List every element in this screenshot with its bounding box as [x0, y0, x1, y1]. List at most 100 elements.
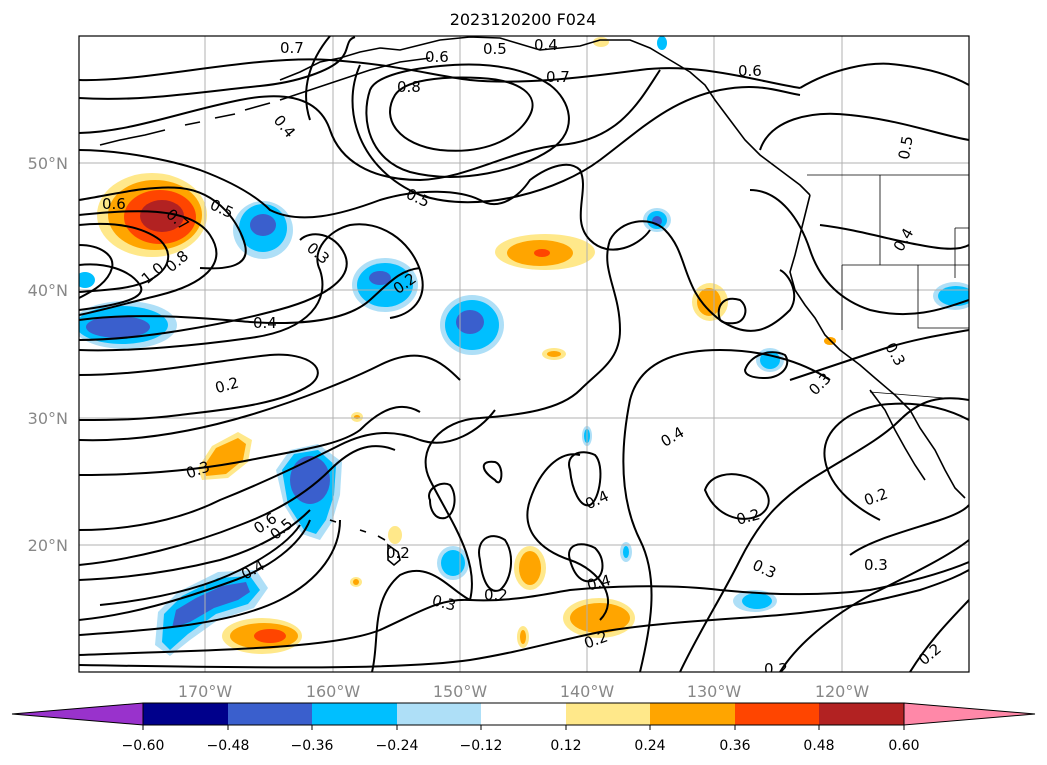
colorbar-tick-label: 0.24: [634, 738, 665, 754]
contour-label: 0.2: [386, 544, 410, 562]
map-panel: 0.7 0.5 0.4 0.6 0.8 0.7 0.6 0.5 0.4 0.6 …: [78, 35, 970, 673]
colorbar-tick-label: −0.36: [291, 738, 334, 754]
contour-label: 0.2: [734, 505, 762, 529]
contour-line: [79, 445, 396, 566]
contour-line: [789, 329, 969, 381]
contour-line: [79, 210, 218, 316]
contour-line: [909, 599, 969, 672]
colorbar-bin: [481, 703, 566, 725]
longitude-labels: 170°W 160°W 150°W 140°W 130°W 120°W: [178, 682, 870, 701]
contour-label: 0.6: [425, 48, 449, 66]
contour-line: [365, 63, 570, 178]
contour-label: 0.4: [585, 571, 613, 595]
lat-label: 50°N: [28, 154, 68, 173]
lon-label: 130°W: [687, 682, 742, 701]
contour-label: 0.6: [738, 62, 762, 80]
shade-patch: [250, 214, 276, 236]
contours: [79, 36, 969, 672]
contour-label: 0.5: [895, 134, 917, 161]
shade-patch: [254, 629, 286, 643]
shade-patch: [140, 200, 184, 232]
contour-label: 0.4: [534, 36, 558, 54]
contour-line: [526, 453, 610, 621]
contour-line: [428, 482, 456, 520]
lon-label: 170°W: [178, 682, 233, 701]
shade-patch: [441, 550, 465, 576]
contour-line: [79, 561, 969, 656]
map-frame: [78, 35, 970, 673]
contour-label: 0.3: [430, 591, 458, 615]
contour-line: [799, 62, 969, 89]
colorbar-bin: [819, 703, 904, 725]
shade-patch: [519, 551, 541, 585]
contour-label: 0.4: [253, 314, 277, 332]
shade-patch: [172, 582, 250, 628]
contour-label: 0.5: [483, 40, 507, 58]
aleutian-islands: [99, 102, 271, 146]
hawaii-islands: [329, 519, 401, 567]
colorbar-bin: [650, 703, 735, 725]
graticule: [79, 36, 969, 672]
colorbar-tick-label: 0.36: [719, 738, 750, 754]
shade-patch: [547, 351, 561, 357]
latitude-labels: 50°N 40°N 30°N 20°N: [28, 154, 68, 555]
contour-line: [79, 405, 421, 476]
contour-label: 0.6: [102, 195, 126, 213]
contour-line: [622, 348, 831, 672]
contour-line: [478, 535, 512, 592]
colorbar-extend-min: [11, 702, 144, 726]
colorbar-bin: [735, 703, 819, 725]
shade-patch: [657, 36, 667, 50]
contour-line: [79, 569, 969, 669]
contour-label: 0.3: [864, 556, 888, 574]
contour-line: [679, 397, 969, 672]
contour-label: 0.2: [484, 586, 508, 604]
contour-line: [79, 354, 461, 442]
shade-patch: [388, 526, 402, 544]
lon-label: 140°W: [560, 682, 615, 701]
colorbar-tick-label: 0.12: [550, 738, 581, 754]
na-west-coast: [789, 194, 966, 499]
contour-line: [79, 186, 247, 270]
contour-line: [79, 233, 348, 341]
colorbar-extend-max: [903, 702, 1036, 726]
contour-line: [79, 36, 356, 100]
shade-patch: [290, 456, 330, 504]
colorbar: −0.60 −0.48 −0.36 −0.24 −0.12 0.12 0.24 …: [11, 702, 1036, 754]
contour-line: [305, 36, 331, 121]
colorbar-tick-label: 0.48: [803, 738, 834, 754]
contour-label: 0.7: [546, 68, 570, 86]
colorbar-ticks: [142, 725, 905, 730]
contour-line: [389, 76, 534, 152]
political-borders: [807, 174, 969, 401]
shade-patch: [534, 249, 550, 257]
shade-patch: [353, 579, 359, 585]
contour-line: [749, 189, 969, 316]
alaska-coast: [279, 36, 811, 196]
contour-line: [568, 543, 604, 583]
contour-line: [79, 519, 311, 621]
baja-coast: [869, 389, 926, 481]
shade-patch: [938, 286, 969, 306]
colorbar-bin: [397, 703, 481, 725]
colorbar-tick-label: −0.60: [122, 738, 165, 754]
contour-line: [482, 460, 503, 484]
contour-line: [79, 263, 143, 311]
contour-line: [759, 112, 969, 151]
colorbar-bin: [566, 703, 650, 725]
shade-patch: [697, 288, 721, 316]
lon-label: 160°W: [306, 682, 361, 701]
shade-patch: [79, 272, 95, 288]
colorbar-bin: [228, 703, 312, 725]
state-borders: [841, 175, 969, 330]
shade-patch: [520, 630, 526, 644]
shade-patch: [369, 271, 391, 285]
contour-line: [79, 267, 421, 325]
colorbar-tick-label: −0.12: [460, 738, 503, 754]
coastlines: [99, 36, 966, 567]
contour-line: [79, 69, 661, 182]
plot-title: 2023120200 F024: [450, 10, 597, 29]
colorbar-tick-label: −0.48: [207, 738, 250, 754]
contour-line: [819, 224, 969, 250]
